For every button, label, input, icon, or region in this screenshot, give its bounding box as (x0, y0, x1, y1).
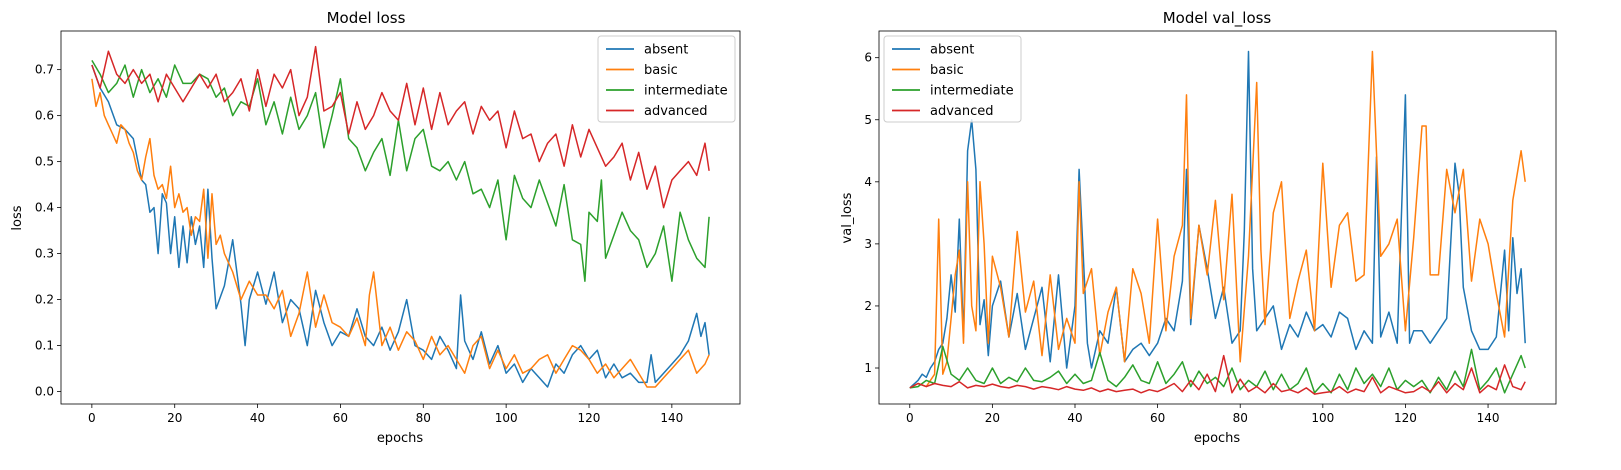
y-tick-label: 0.4 (35, 201, 54, 215)
y-tick-label: 4 (864, 175, 872, 189)
legend-box (883, 35, 1022, 123)
y-tick-label: 1 (864, 361, 872, 375)
chart-title: Model val_loss (1163, 9, 1272, 28)
x-tick-label: 20 (167, 411, 182, 425)
y-tick-label: 5 (864, 113, 872, 127)
legend: absent basic intermediate advanced (883, 35, 1022, 123)
y-tick-label: 0.2 (35, 293, 54, 307)
series-line-absent (91, 64, 710, 388)
x-axis-ticks: 0 20 40 60 80 100 120 140 (88, 404, 683, 425)
x-tick-label: 20 (985, 411, 1000, 425)
legend-label-advanced: advanced (644, 104, 708, 119)
series-lines (909, 50, 1526, 395)
loss-chart: Model loss 0 20 40 60 80 100 120 140 0.00.10.20… (10, 9, 741, 446)
x-tick-label: 100 (1311, 411, 1334, 425)
y-tick-label: 0.1 (35, 339, 54, 353)
x-tick-label: 0 (906, 411, 914, 425)
y-tick-label: 0.7 (35, 63, 54, 77)
x-axis-label: epochs (377, 431, 424, 446)
x-tick-label: 140 (1477, 411, 1500, 425)
series-line-intermediate (909, 345, 1526, 394)
chart-title: Model loss (327, 9, 406, 27)
y-tick-label: 6 (864, 51, 872, 65)
series-line-basic (91, 78, 710, 388)
y-tick-label: 0.3 (35, 247, 54, 261)
legend-label-basic: basic (644, 63, 678, 78)
x-tick-label: 0 (88, 411, 96, 425)
x-axis-ticks: 0 20 40 60 80 100 120 140 (906, 404, 1500, 425)
legend-label-absent: absent (644, 43, 688, 58)
legend-label-advanced: advanced (930, 104, 994, 119)
val-loss-chart: Model val_loss 0 20 40 60 80 100 120 140 1 2 3 4 5 6… (840, 9, 1557, 446)
legend: absent basic intermediate advanced (597, 35, 736, 123)
y-tick-label: 3 (864, 237, 872, 251)
plot-frame (60, 30, 741, 405)
x-tick-label: 100 (495, 411, 518, 425)
y-tick-label: 0.5 (35, 155, 54, 169)
x-tick-label: 60 (1150, 411, 1165, 425)
series-line-advanced (91, 45, 710, 209)
y-tick-label: 0.0 (35, 385, 54, 399)
legend-label-basic: basic (930, 63, 964, 78)
legend-box (597, 35, 736, 123)
plot-frame (878, 30, 1557, 405)
y-axis-ticks: 1 2 3 4 5 6 (864, 51, 879, 375)
x-tick-label: 80 (416, 411, 431, 425)
y-tick-label: 2 (864, 299, 872, 313)
x-tick-label: 40 (250, 411, 265, 425)
x-tick-label: 120 (578, 411, 601, 425)
legend-label-intermediate: intermediate (930, 84, 1014, 99)
series-line-advanced (909, 354, 1526, 395)
y-axis-label: loss (10, 205, 25, 230)
legend-label-intermediate: intermediate (644, 84, 728, 99)
x-tick-label: 120 (1394, 411, 1417, 425)
series-line-basic (909, 50, 1526, 389)
x-axis-label: epochs (1194, 431, 1241, 446)
x-tick-label: 60 (333, 411, 348, 425)
legend-label-absent: absent (930, 43, 974, 58)
x-tick-label: 80 (1233, 411, 1248, 425)
series-lines (91, 45, 710, 388)
x-tick-label: 40 (1067, 411, 1082, 425)
y-tick-label: 0.6 (35, 109, 54, 123)
y-axis-label: val_loss (840, 192, 855, 243)
y-axis-ticks: 0.0 0.1 0.2 0.3 0.4 0.5 0.6 0.7 (35, 63, 61, 399)
x-tick-label: 140 (660, 411, 683, 425)
